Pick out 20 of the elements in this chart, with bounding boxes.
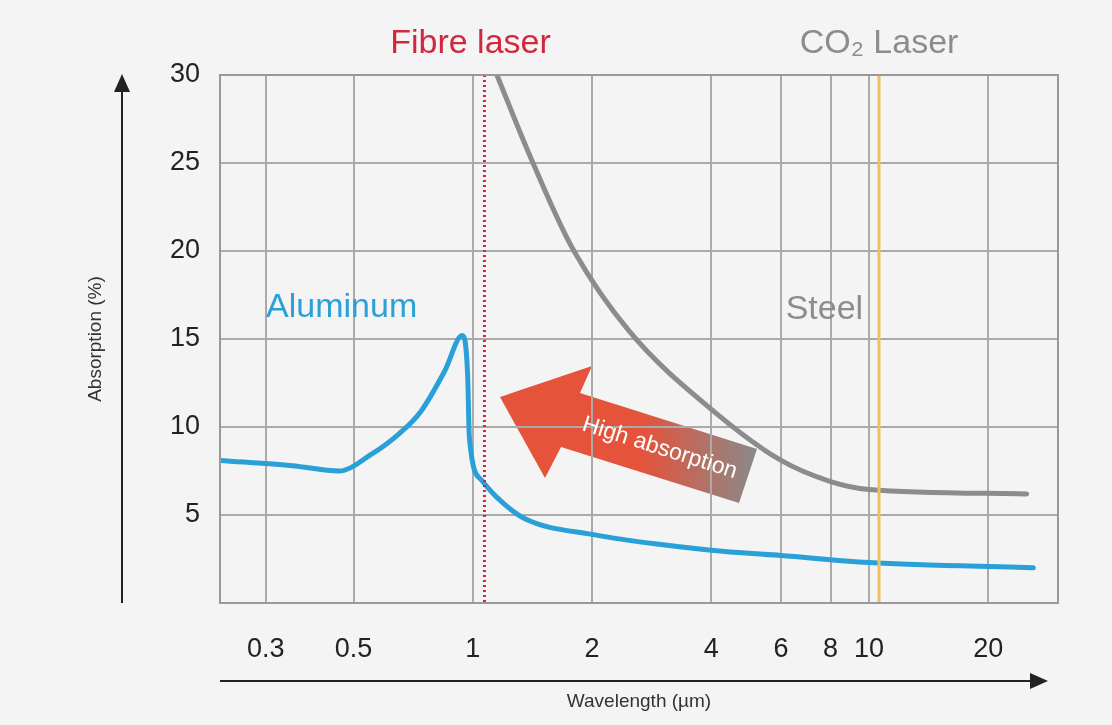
x-tick-label: 4 (703, 632, 719, 663)
y-tick-label: 20 (169, 234, 200, 265)
x-tick-label: 6 (773, 632, 789, 663)
x-tick-label: 2 (584, 632, 600, 663)
x-tick-label: 0.5 (334, 632, 373, 663)
x-tick-label: 10 (853, 632, 885, 663)
y-tick-label: 5 (184, 498, 200, 529)
series-label: Aluminum (266, 285, 418, 324)
y-axis-title: Absorption (%) (83, 276, 105, 402)
x-tick-label: 8 (823, 632, 839, 663)
x-tick-label: 1 (465, 632, 481, 663)
ref-line-label: CO₂ Laser (799, 22, 959, 61)
y-tick-label: 15 (169, 322, 200, 353)
ref-line-label: Fibre laser (390, 22, 551, 61)
x-tick-label: 20 (973, 632, 1004, 663)
x-tick-label: 0.3 (246, 632, 285, 663)
y-tick-label: 30 (169, 58, 200, 89)
y-tick-label: 25 (169, 146, 200, 177)
y-tick-label: 10 (169, 410, 200, 441)
x-axis-title: Wavelength (µm) (566, 689, 712, 711)
